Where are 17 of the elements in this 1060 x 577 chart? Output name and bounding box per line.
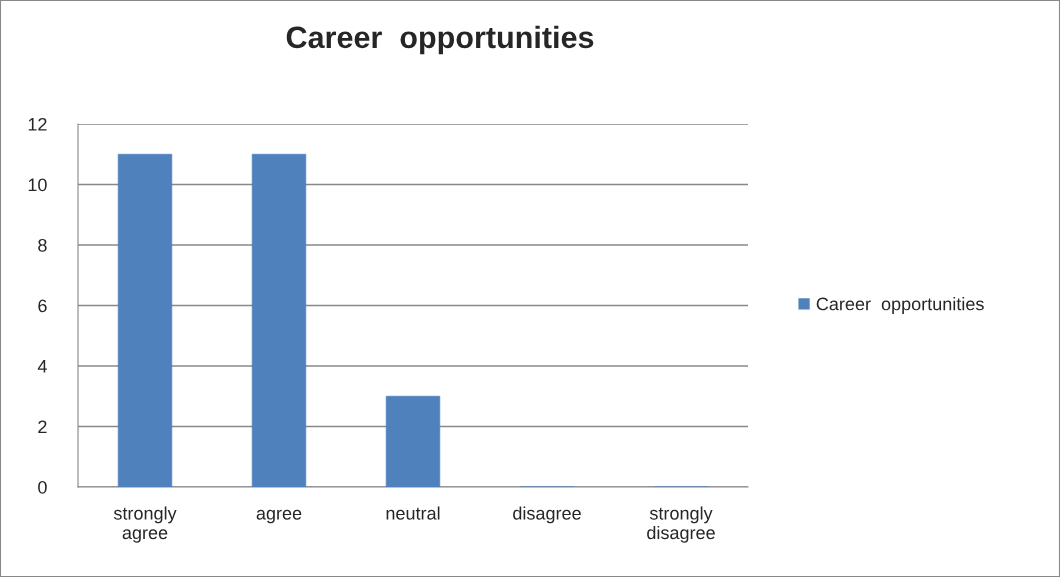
y-tick-label: 12 [28,117,47,131]
x-tick-label: strongly disagree [647,506,715,543]
y-tick-label: 2 [38,420,47,434]
x-tick-label: disagree [513,506,581,524]
y-tick-label: 10 [28,178,47,192]
x-tick-label: agree [256,509,302,524]
bar [385,395,441,487]
y-tick-label: 4 [37,360,47,373]
y-tick-label: 0 [38,480,47,494]
x-tick-label: neutral [386,506,440,520]
y-tick-label: 8 [38,238,47,252]
x-tick-label: strongly agree [113,506,177,543]
legend-label: Career opportunities [816,297,984,314]
y-tick-label: 6 [38,299,47,313]
bar [117,153,173,487]
chart-title: Career opportunities [286,25,594,55]
bar [251,153,307,487]
